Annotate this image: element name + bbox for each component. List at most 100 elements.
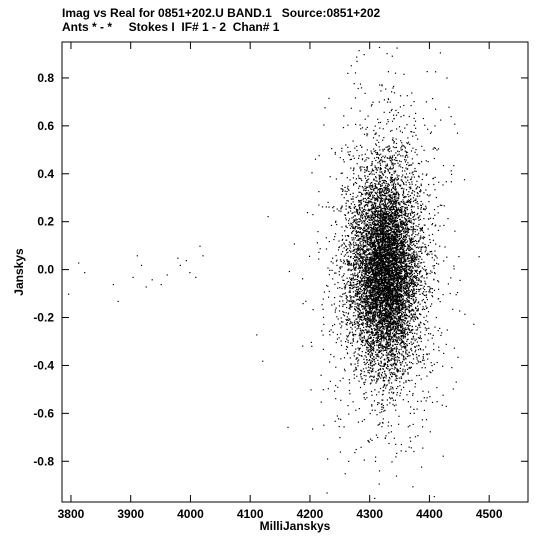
- data-point: [403, 307, 405, 309]
- data-point: [386, 300, 388, 302]
- data-point: [401, 148, 403, 151]
- data-point: [419, 238, 421, 240]
- data-point: [409, 188, 411, 190]
- data-point: [354, 275, 356, 277]
- data-point: [372, 253, 374, 255]
- data-point: [422, 308, 424, 310]
- data-point: [414, 332, 416, 334]
- data-point: [370, 182, 372, 184]
- data-point: [377, 284, 379, 286]
- data-point: [412, 190, 414, 192]
- data-point: [412, 292, 414, 294]
- data-point: [426, 272, 428, 274]
- data-point: [401, 362, 403, 364]
- data-point: [383, 363, 385, 365]
- data-point: [363, 251, 366, 253]
- data-point: [391, 211, 393, 213]
- data-point: [380, 241, 382, 243]
- data-point: [391, 108, 393, 111]
- data-point: [426, 328, 428, 330]
- data-point: [392, 238, 395, 240]
- data-point: [378, 344, 380, 346]
- data-point: [445, 405, 447, 407]
- data-point: [394, 271, 397, 273]
- data-point: [388, 265, 390, 267]
- data-point: [414, 231, 416, 233]
- data-point: [418, 240, 420, 242]
- data-point: [396, 347, 398, 349]
- data-point: [356, 259, 358, 261]
- data-point: [355, 262, 357, 264]
- data-point: [401, 262, 403, 264]
- data-point: [369, 258, 371, 260]
- data-point: [374, 241, 376, 243]
- data-point: [405, 272, 407, 275]
- data-point: [406, 264, 408, 266]
- data-point: [398, 216, 400, 218]
- data-point: [371, 281, 373, 283]
- data-point: [407, 252, 409, 254]
- data-point: [360, 201, 362, 203]
- data-point: [350, 207, 352, 209]
- data-point: [406, 338, 408, 341]
- data-point: [404, 257, 406, 259]
- data-point: [378, 122, 380, 124]
- data-point: [420, 183, 422, 185]
- data-point: [376, 288, 378, 290]
- data-point: [323, 291, 325, 293]
- data-point: [400, 299, 402, 301]
- data-point: [361, 355, 363, 357]
- data-point: [339, 380, 341, 382]
- data-point: [379, 338, 381, 340]
- data-point: [372, 230, 374, 232]
- data-point: [379, 343, 381, 345]
- data-point: [374, 220, 376, 223]
- data-point: [392, 183, 394, 185]
- data-point: [437, 212, 439, 214]
- data-point: [386, 281, 388, 283]
- data-point: [379, 249, 381, 251]
- data-point: [376, 207, 378, 209]
- data-point: [406, 368, 409, 370]
- data-point: [393, 231, 395, 233]
- data-point: [388, 262, 390, 264]
- data-point: [359, 280, 361, 282]
- data-point: [380, 212, 382, 215]
- data-point: [358, 232, 361, 234]
- data-point: [367, 322, 369, 324]
- data-point: [379, 422, 381, 424]
- data-point: [387, 234, 389, 237]
- data-point: [413, 450, 415, 453]
- data-point: [408, 283, 410, 285]
- data-point: [382, 221, 384, 223]
- data-point: [364, 288, 366, 290]
- data-point: [380, 357, 382, 359]
- data-point: [413, 302, 415, 304]
- data-point: [381, 241, 383, 243]
- data-point: [442, 394, 444, 396]
- data-point: [379, 372, 381, 374]
- data-point: [418, 232, 420, 234]
- data-point: [367, 313, 369, 315]
- data-point: [364, 343, 366, 345]
- data-point: [398, 305, 400, 307]
- data-point: [360, 317, 362, 319]
- data-point: [354, 279, 356, 281]
- data-point: [403, 241, 405, 243]
- data-point: [363, 133, 366, 135]
- data-point: [384, 316, 387, 318]
- data-point: [384, 236, 386, 238]
- data-point: [365, 234, 367, 236]
- data-point: [423, 218, 425, 220]
- data-point: [393, 301, 395, 303]
- data-point: [405, 207, 407, 209]
- data-point: [370, 311, 372, 313]
- data-point: [310, 341, 312, 343]
- data-point: [374, 125, 376, 127]
- data-point: [379, 213, 381, 215]
- data-point: [408, 255, 410, 257]
- data-point: [352, 274, 354, 276]
- data-point: [370, 263, 372, 265]
- data-point: [401, 213, 403, 215]
- data-point: [415, 298, 417, 300]
